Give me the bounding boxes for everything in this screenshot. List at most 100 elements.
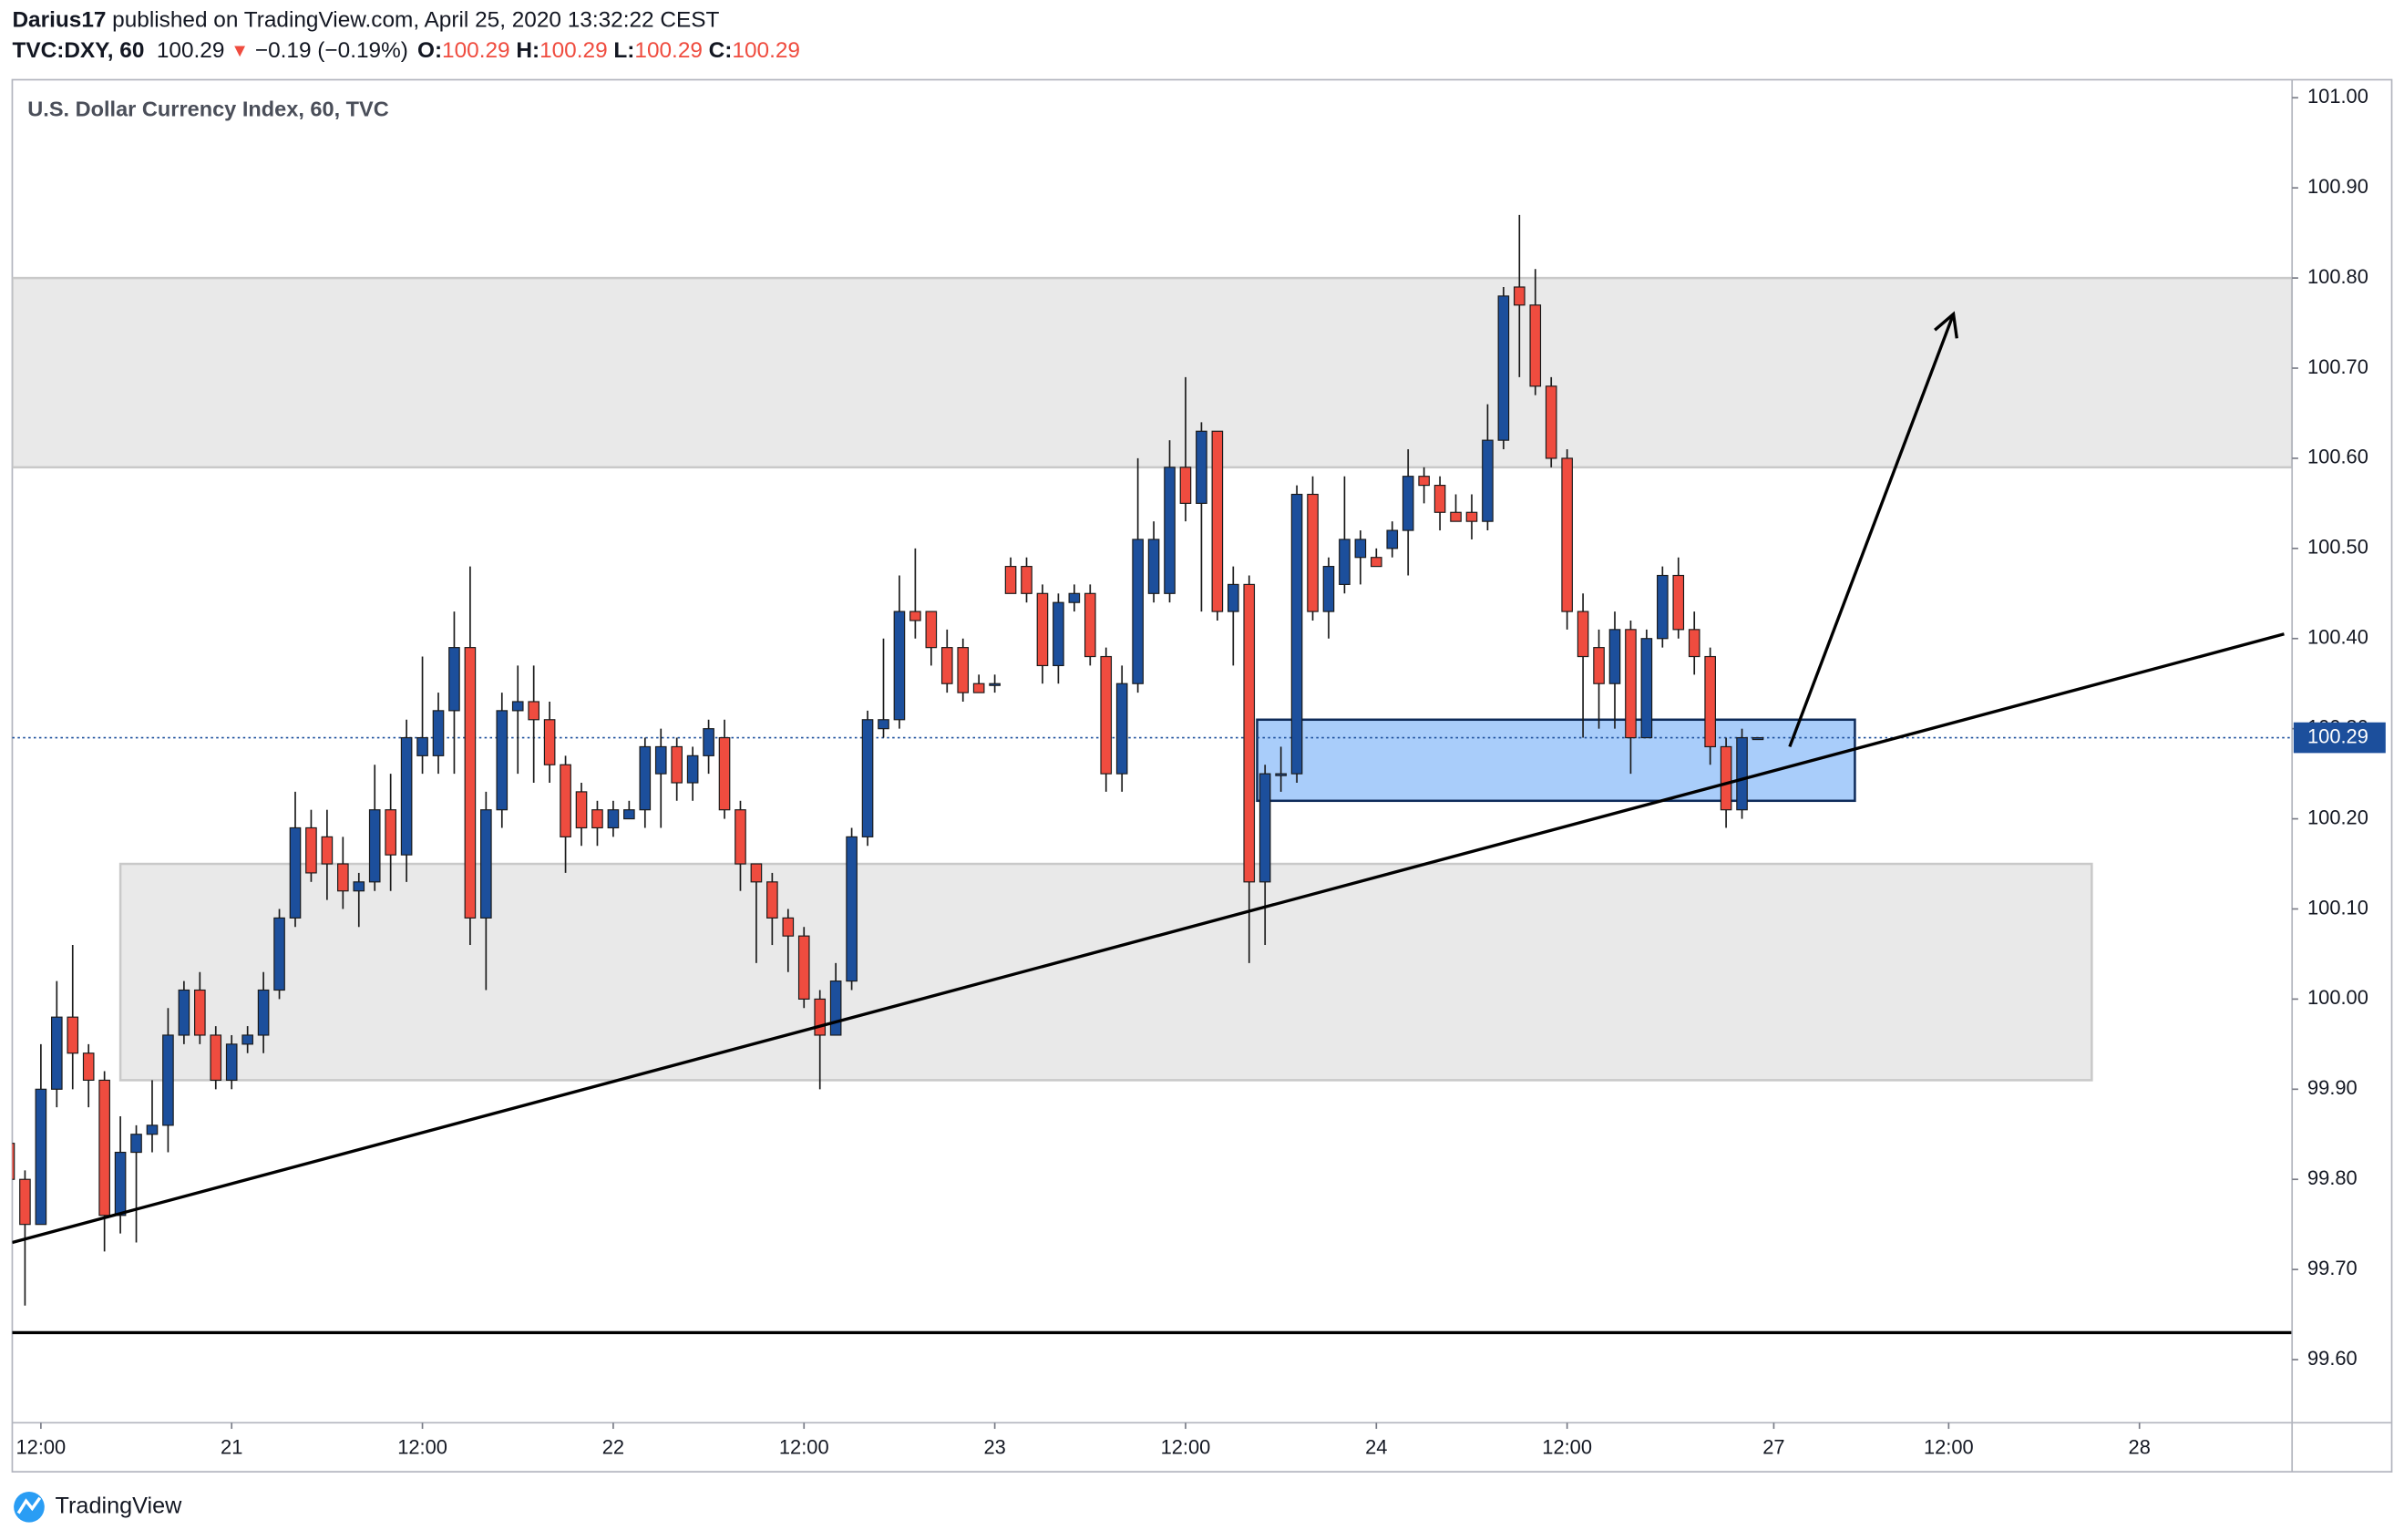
ohlc-label: H: <box>516 39 539 64</box>
candle-body <box>1036 592 1049 667</box>
y-tick-label: 100.90 <box>2307 175 2368 198</box>
x-tick-label: 27 <box>1762 1436 1784 1459</box>
y-tick-label: 99.60 <box>2307 1347 2358 1370</box>
candle-body <box>575 791 588 829</box>
candle-body <box>1593 647 1605 684</box>
candle-body <box>1115 683 1128 775</box>
candle-body <box>12 1143 15 1180</box>
candle-body <box>1164 467 1176 594</box>
change-arrow: ▼ <box>231 42 249 62</box>
candle-body <box>1354 539 1367 559</box>
chart-title: U.S. Dollar Currency Index, 60, TVC <box>27 97 388 120</box>
ohlc-value: 100.29 <box>539 39 608 64</box>
candle-body <box>1386 529 1399 549</box>
candle-body <box>1577 611 1589 658</box>
candle-body <box>1339 539 1351 585</box>
candle-body <box>130 1134 142 1154</box>
candle-body <box>861 719 874 837</box>
zone <box>1256 718 1856 803</box>
y-tick-label: 100.40 <box>2307 626 2368 649</box>
candle-body <box>162 1034 174 1126</box>
candle-body <box>1084 592 1096 658</box>
candle-body <box>1545 385 1557 459</box>
zone <box>118 862 2093 1082</box>
candle-body <box>940 647 953 684</box>
candle-body <box>1433 485 1446 513</box>
candle-body <box>1243 583 1256 883</box>
brand-logo[interactable]: TradingView <box>14 1492 182 1523</box>
candle-body <box>35 1088 47 1226</box>
candle-body <box>671 745 683 784</box>
candle-body <box>1608 629 1621 684</box>
y-tick-label: 99.90 <box>2307 1076 2358 1099</box>
candle-body <box>607 809 620 829</box>
candle-body <box>1068 592 1081 603</box>
candle-body <box>989 683 1001 686</box>
candle-body <box>480 809 492 919</box>
candle-body <box>1482 439 1494 522</box>
ohlc-label: O: <box>417 39 442 64</box>
candle-body <box>337 863 349 892</box>
x-tick-label: 12:00 <box>1161 1436 1211 1459</box>
candle-body <box>703 728 714 756</box>
candle-body <box>241 1034 253 1045</box>
x-tick-label: 21 <box>221 1436 242 1459</box>
y-tick-label: 101.00 <box>2307 85 2368 108</box>
candle-body <box>925 611 938 649</box>
x-tick-label: 28 <box>2129 1436 2151 1459</box>
candle-body <box>686 755 699 784</box>
candle-body <box>1704 655 1716 748</box>
candle-body <box>289 826 302 919</box>
candle-body <box>368 809 381 883</box>
candle-body <box>1307 493 1319 612</box>
candle-body <box>464 647 477 919</box>
candle-body <box>385 809 396 856</box>
candle-body <box>178 989 190 1036</box>
candle-body <box>782 917 795 937</box>
candle-body <box>1147 539 1160 594</box>
candle-body <box>957 647 970 693</box>
candle-body <box>718 736 731 811</box>
candle-body <box>1290 493 1303 775</box>
candle-body <box>353 881 365 892</box>
candle-body <box>146 1124 159 1135</box>
candle-body <box>305 826 317 874</box>
candle-body <box>623 809 635 820</box>
author: Darius17 <box>12 8 106 33</box>
price: 100.29 <box>157 39 225 64</box>
publish-line: Darius17 published on TradingView.com, Ap… <box>12 8 719 33</box>
candle-body <box>1211 430 1224 612</box>
candle-body <box>1640 638 1653 739</box>
candle-body <box>878 719 889 730</box>
ticker-line: TVC:DXY, 60 100.29 ▼ −0.19 (−0.19%) O:100.29… <box>12 39 800 64</box>
candle-body <box>432 710 445 756</box>
candle-body <box>1657 574 1669 640</box>
candle-body <box>1402 476 1414 531</box>
candle-body <box>750 863 763 883</box>
candle-body <box>1053 601 1064 667</box>
candle-body <box>321 836 334 865</box>
y-tick-label: 100.10 <box>2307 896 2368 919</box>
x-tick-label: 24 <box>1365 1436 1387 1459</box>
candle-body <box>1418 476 1430 487</box>
candle-body <box>1465 511 1478 522</box>
candle-body <box>1370 557 1382 568</box>
candle-body <box>50 1016 63 1090</box>
candle-body <box>210 1034 222 1082</box>
candle-body <box>909 611 921 621</box>
symbol: TVC:DXY, 60 <box>12 39 144 64</box>
candle-body <box>1004 566 1017 594</box>
candle-body <box>1752 736 1764 741</box>
y-tick-label: 100.20 <box>2307 806 2368 828</box>
candle-body <box>1514 286 1526 306</box>
trendline <box>12 632 2285 1245</box>
candle-body <box>1736 736 1748 811</box>
candle-body <box>19 1178 31 1226</box>
candle-body <box>639 745 652 811</box>
brand-name: TradingView <box>56 1493 183 1518</box>
candle-body <box>1450 511 1462 522</box>
candle-body <box>846 836 858 982</box>
chart-frame <box>11 78 2393 1473</box>
